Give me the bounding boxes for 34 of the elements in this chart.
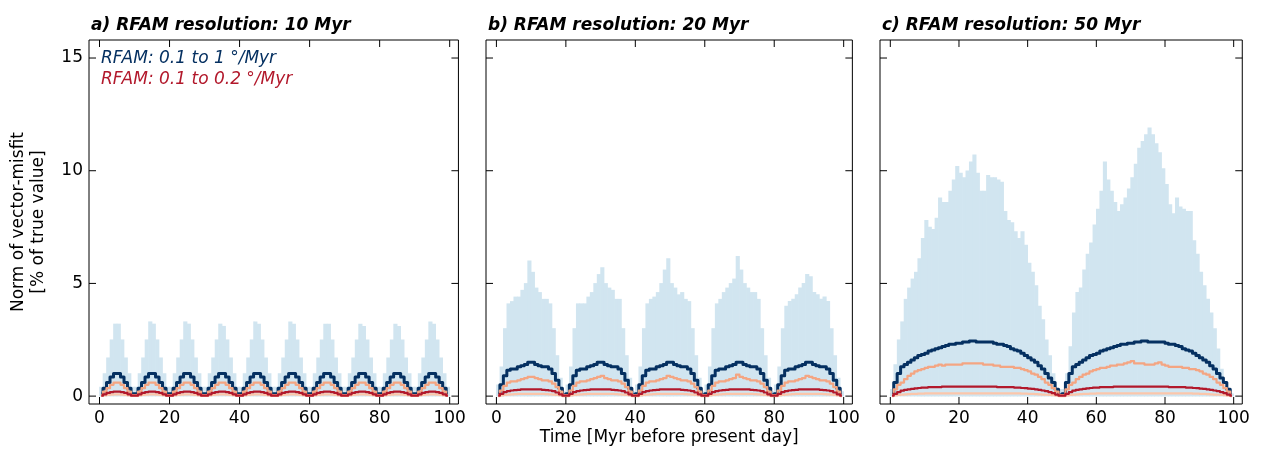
x-tick-label: 100 [1217, 406, 1250, 427]
chart-title: b) RFAM resolution: 20 Myr [488, 13, 751, 34]
y-axis-title: Norm of vector-misfit [% of true value] [6, 131, 48, 313]
x-tick-label: 0 [491, 406, 502, 427]
x-tick-label: 0 [94, 406, 105, 427]
x-tick-label: 0 [884, 406, 896, 427]
bar [924, 219, 929, 397]
x-tick-label: 60 [298, 406, 321, 427]
bar [1020, 231, 1025, 397]
chart-title: a) RFAM resolution: 10 Myr [91, 13, 353, 34]
text: RFAM: 0.1 to 0.2 °/Myr [101, 67, 294, 88]
y-tick-label: 0 [72, 384, 83, 405]
bar [972, 154, 977, 397]
y-tick-label: 5 [72, 271, 83, 292]
bar [1010, 222, 1015, 397]
x-tick-label: 60 [1085, 406, 1108, 427]
x-axis-title: Time [Myr before present day] [538, 426, 799, 447]
y-tick-label: 15 [61, 46, 83, 67]
x-tick-label: 20 [158, 406, 181, 427]
x-tick-label: 100 [827, 406, 860, 427]
text: RFAM: 0.1 to 1 °/Myr [101, 46, 278, 67]
x-tick-label: 80 [1154, 406, 1176, 427]
x-tick-label: 80 [763, 406, 786, 427]
x-tick-label: 100 [433, 406, 466, 427]
x-tick-label: 40 [1016, 406, 1039, 427]
x-tick-label: 80 [368, 406, 391, 427]
y-tick-label: 10 [61, 159, 83, 180]
bar [955, 165, 960, 397]
x-tick-label: 20 [555, 406, 577, 427]
x-tick-label: 60 [693, 406, 716, 427]
x-tick-label: 40 [624, 406, 647, 427]
x-tick-label: 20 [948, 406, 970, 427]
x-tick-label: 40 [228, 406, 251, 427]
chart-title: c) RFAM resolution: 50 Myr [882, 13, 1142, 34]
